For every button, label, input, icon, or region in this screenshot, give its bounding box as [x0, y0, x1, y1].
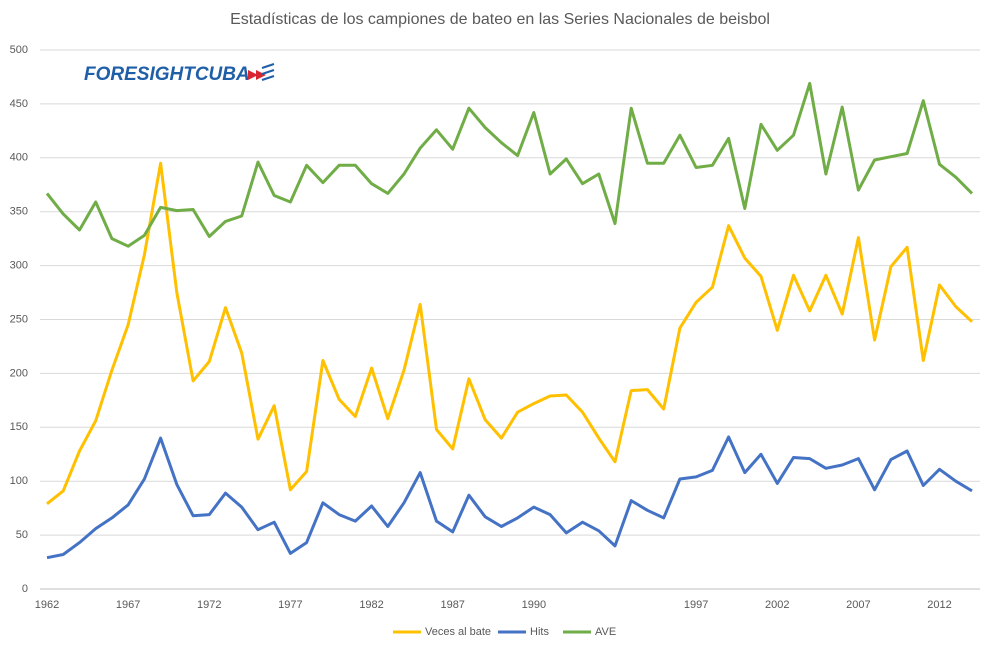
y-tick-label: 100 — [10, 475, 28, 487]
x-tick-label: 2002 — [765, 599, 789, 611]
chart-title: Estadísticas de los campiones de bateo e… — [230, 11, 770, 28]
series-line — [46, 435, 973, 560]
logo-group: FORESIGHTCUBA — [84, 63, 275, 85]
logo: FORESIGHTCUBA — [84, 64, 250, 85]
y-tick-label: 350 — [10, 206, 28, 218]
y-tick-label: 450 — [10, 98, 28, 110]
y-tick-label: 0 — [22, 583, 28, 595]
x-tick-label: 2012 — [927, 599, 951, 611]
x-tick-label: 1977 — [278, 599, 302, 611]
x-tick-label: 1967 — [116, 599, 140, 611]
logo-arrows — [248, 70, 266, 80]
y-tick-label: 500 — [10, 44, 28, 56]
x-tick-label: 1990 — [522, 599, 546, 611]
x-tick-label: 1987 — [440, 599, 464, 611]
y-tick-label: 50 — [16, 529, 28, 541]
y-tick-label: 150 — [10, 421, 28, 433]
y-tick-label: 250 — [10, 313, 28, 325]
y-tick-label: 300 — [10, 260, 28, 272]
legend-label: AVE — [595, 626, 616, 638]
y-tick-label: 200 — [10, 367, 28, 379]
series-line — [46, 161, 974, 505]
x-tick-label: 1982 — [359, 599, 383, 611]
legend-label: Hits — [530, 626, 549, 638]
x-tick-label: 1997 — [684, 599, 708, 611]
logo-stripes — [261, 63, 275, 81]
x-tick-label: 1972 — [197, 599, 221, 611]
legend-label: Veces al bate — [425, 626, 491, 638]
y-tick-label: 400 — [10, 152, 28, 164]
x-tick-label: 1962 — [35, 599, 59, 611]
series-line — [45, 81, 974, 248]
x-tick-label: 2007 — [846, 599, 870, 611]
